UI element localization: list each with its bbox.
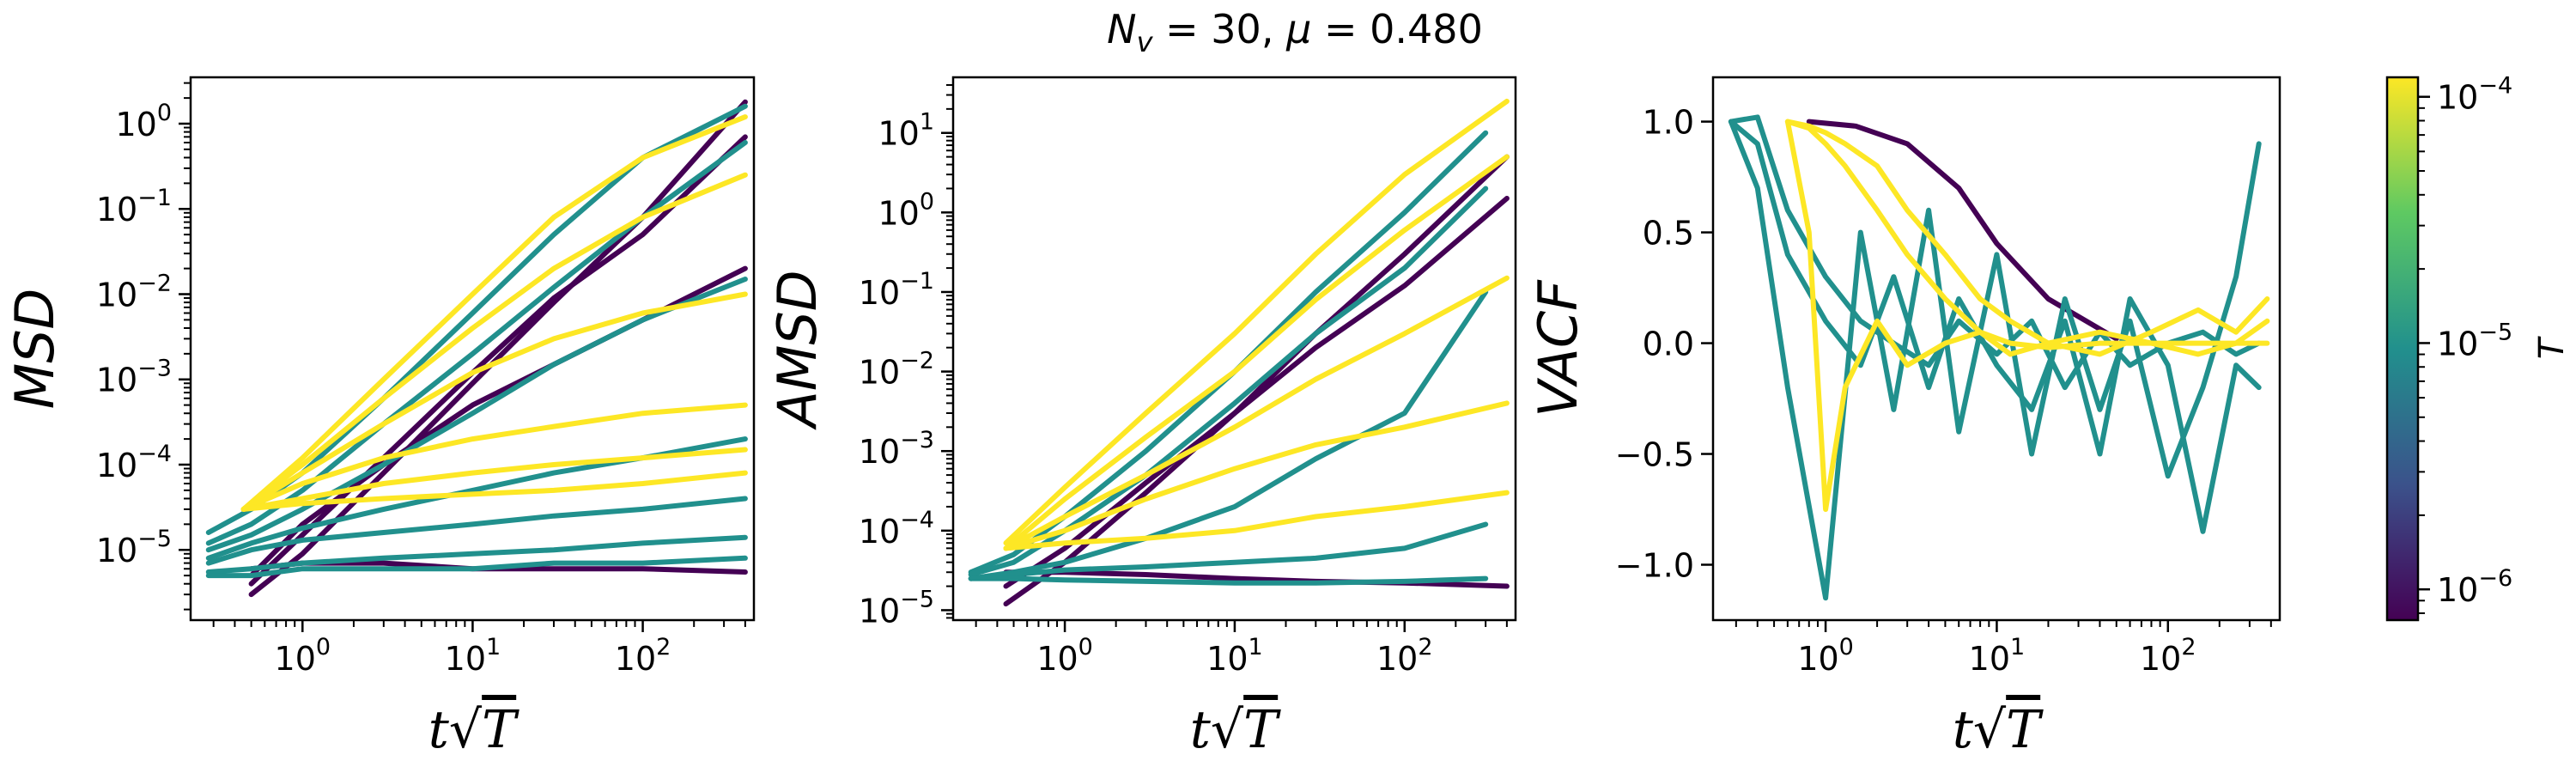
y-tick-label: 10−1: [96, 185, 172, 228]
vacf-y-axis-label: VACF: [1527, 279, 1589, 417]
y-tick-label: 10−5: [96, 526, 172, 569]
y-tick-label: 10−3: [859, 427, 934, 471]
amsd-series-line: [1003, 154, 1510, 551]
x-tick-label: 100: [275, 634, 331, 678]
msd-series-line: [205, 277, 748, 553]
msd-series-line: [205, 555, 748, 579]
vacf-series-line: [1784, 119, 2270, 357]
vacf-series-line: [1784, 119, 2270, 512]
msd-series-line: [240, 172, 748, 512]
amsd-series-line: [1003, 400, 1510, 551]
vacf-x-axis-label: t√T: [1953, 700, 2044, 760]
colorbar: 10−6 10−5 10−4 T: [2385, 73, 2572, 622]
x-tick-label: 100: [1036, 634, 1093, 678]
amsd-y-axis-label: AMSD: [766, 270, 829, 430]
msd-series-line: [240, 114, 748, 512]
y-tick-label: 10−2: [96, 270, 172, 313]
y-tick-label: −0.5: [1615, 436, 1694, 474]
amsd-series-line: [968, 521, 1489, 581]
y-tick-label: 10−5: [859, 586, 934, 630]
msd-series-line: [205, 496, 748, 566]
msd-series-line: [205, 140, 748, 546]
msd-x-axis-label: t√T: [428, 700, 519, 760]
msd-series-line: [240, 402, 748, 512]
y-tick-label: 10−3: [96, 356, 172, 399]
y-tick-label: −1.0: [1615, 547, 1694, 585]
amsd-series-line: [968, 289, 1489, 581]
colorbar-tick-label: 10−5: [2437, 319, 2512, 362]
amsd-series-line: [1003, 98, 1510, 546]
y-tick-label: 100: [878, 188, 934, 232]
msd-y-axis-label: MSD: [3, 289, 66, 410]
y-tick-label: 10−1: [859, 268, 934, 312]
y-tick-label: 10−2: [859, 348, 934, 392]
vacf-series-line: [1806, 119, 2119, 342]
x-tick-label: 101: [445, 634, 501, 678]
amsd-series-line: [1003, 275, 1510, 551]
y-tick-label: 101: [878, 109, 934, 153]
y-tick-label: 100: [115, 100, 172, 143]
x-tick-label: 102: [2140, 634, 2196, 678]
panel-msd: 100 101 102 10−5 10−4 10−3 10−2 10−1 100 MSD t√T: [3, 76, 756, 760]
y-tick-label: 1.0: [1643, 104, 1694, 142]
x-tick-label: 101: [1969, 634, 2026, 678]
figure-suptitle: Nv = 30, μ = 0.480: [1107, 6, 1483, 58]
colorbar-tick-label: 10−6: [2437, 565, 2512, 609]
colorbar-label: T: [2532, 335, 2572, 359]
msd-series-line: [240, 291, 748, 512]
msd-series-line: [205, 534, 748, 575]
amsd-x-axis-label: t√T: [1190, 700, 1281, 760]
panel-vacf: 100 101 102 −1.0 −0.5 0.0 0.5 1.0 VACF t√T: [1527, 76, 2281, 760]
vacf-series-line: [1728, 119, 2262, 601]
msd-series-line: [240, 447, 748, 512]
y-tick-label: 10−4: [859, 507, 934, 551]
x-tick-label: 102: [615, 634, 671, 678]
amsd-series-line: [968, 575, 1489, 586]
vacf-series-line: [1728, 119, 2262, 534]
x-tick-label: 102: [1376, 634, 1433, 678]
msd-series-line: [240, 470, 748, 512]
y-tick-label: 0.5: [1643, 215, 1694, 253]
vacf-series-line: [1784, 119, 2270, 350]
panel-amsd: 100 101 102 10−5 10−4 10−3 10−2 10−1 100 101 AMSD…: [766, 76, 1517, 760]
colorbar-tick-label: 10−4: [2437, 73, 2512, 117]
y-tick-label: 0.0: [1643, 326, 1694, 363]
colorbar-gradient: [2385, 76, 2420, 622]
vacf-series-line: [1728, 114, 2262, 391]
amsd-series-line: [1003, 196, 1510, 589]
vacf-axes-frame: [1711, 76, 2281, 622]
y-tick-label: 10−4: [96, 441, 172, 484]
amsd-series-line: [968, 186, 1489, 577]
amsd-series-line: [1003, 490, 1510, 551]
x-tick-label: 101: [1206, 634, 1263, 678]
x-tick-label: 100: [1797, 634, 1854, 678]
